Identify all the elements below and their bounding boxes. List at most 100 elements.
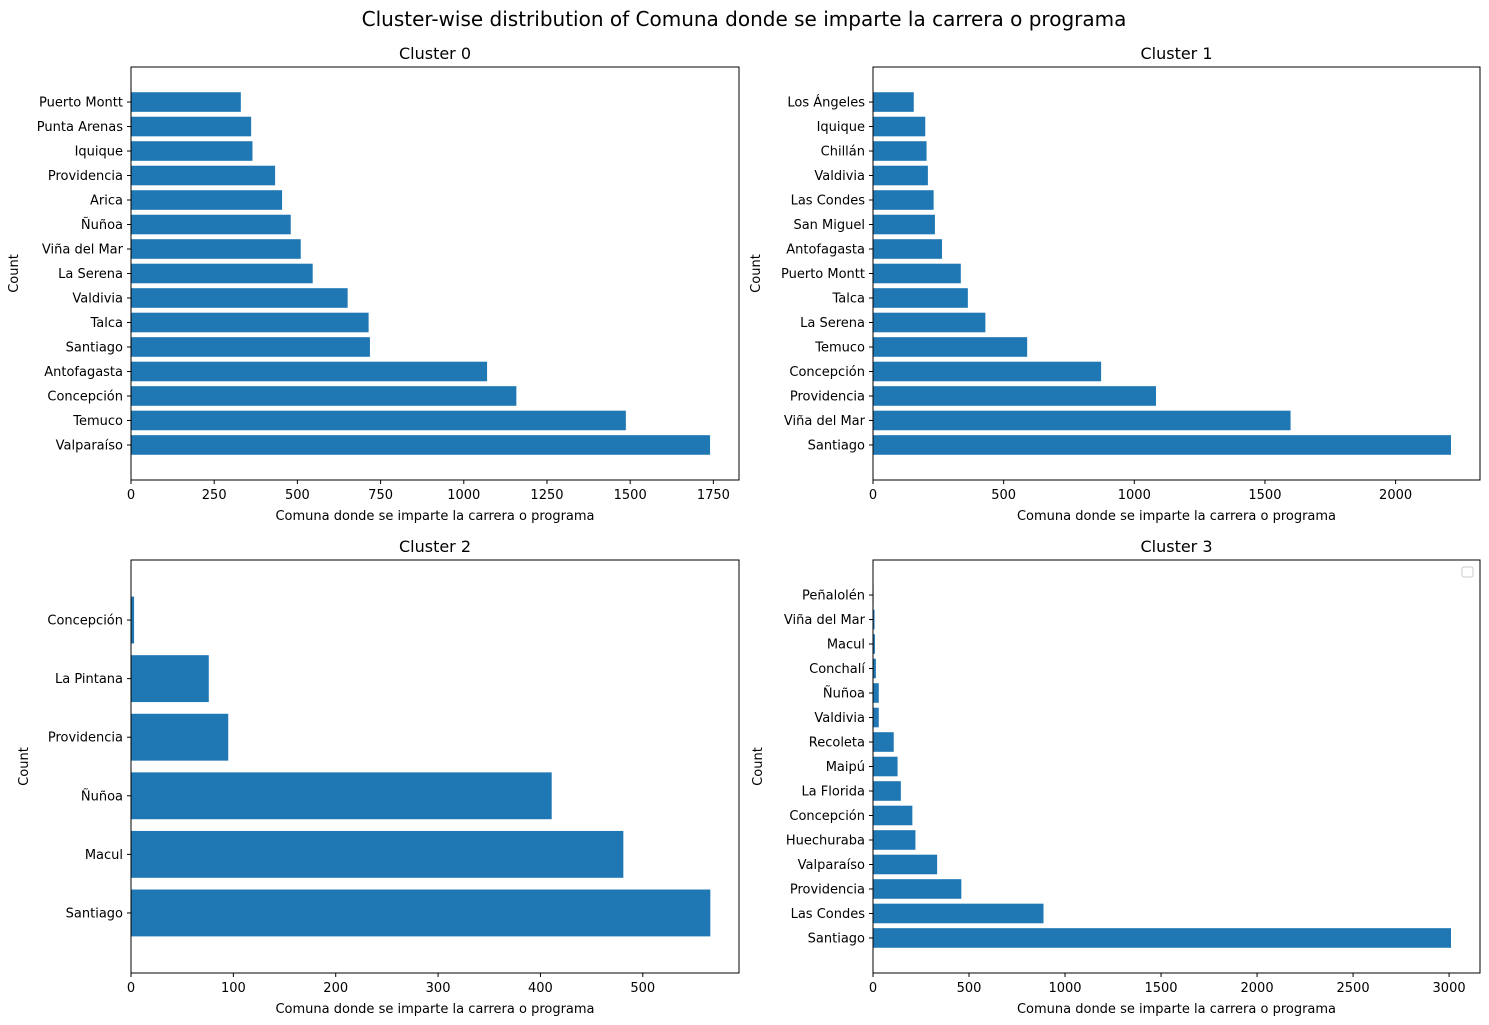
panel-1-frame <box>872 66 1481 481</box>
panel-3-xtick-label-3: 1500 <box>1144 981 1177 996</box>
panel-0-bar-3 <box>131 361 488 382</box>
panel-3-xtick-label-6: 3000 <box>1433 981 1466 996</box>
panel-0-bar-11 <box>131 165 276 186</box>
panel-1-xlabel: Comuna donde se imparte la carrera o pro… <box>1017 509 1336 524</box>
panel-3-bar-3 <box>873 854 938 875</box>
panel-3-bar-0 <box>873 928 1452 948</box>
panel-3-legend <box>1461 566 1474 578</box>
panel-2-bar-5 <box>131 596 135 644</box>
panel-2-xlabel: Comuna donde se imparte la carrera o pro… <box>275 1002 594 1017</box>
panel-3-ytick-label-14: Peñalolén <box>802 589 865 604</box>
panel-2-xtick-label-3: 300 <box>426 981 451 996</box>
panel-1-bar-5 <box>873 312 986 333</box>
panel-0-bar-5 <box>131 312 369 333</box>
panel-0-bar-8 <box>131 239 301 259</box>
panel-0-ytick-label-13: Punta Arenas <box>37 120 123 135</box>
panel-0-ytick-label-0: Valparaíso <box>56 438 123 453</box>
panel-2-title: Cluster 2 <box>399 537 471 556</box>
panel-0-bar-2 <box>131 386 517 406</box>
panel-3-ytick-label-1: Las Condes <box>791 907 866 922</box>
panel-0-bar-6 <box>131 288 348 308</box>
panel-1-bar-3 <box>873 361 1102 382</box>
panel-1-bar-11 <box>873 165 928 186</box>
panel-2-frame <box>130 559 740 974</box>
panel-0-xtick-label-0: 0 <box>127 488 135 503</box>
panel-1-ytick-label-7: Puerto Montt <box>781 267 865 282</box>
panel-1-bar-12 <box>873 141 927 161</box>
panel-0-bar-9 <box>131 214 291 235</box>
panel-0-bar-4 <box>131 337 370 357</box>
panel-0-ylabel: Count <box>7 254 22 293</box>
panel-0-ytick-label-9: Ñuñoa <box>81 217 123 233</box>
panel-2-ytick-label-0: Santiago <box>66 906 123 921</box>
panel-1-ytick-label-9: San Miguel <box>793 218 865 233</box>
panel-2-ytick-label-1: Macul <box>85 848 123 863</box>
panel-3-bar-8 <box>873 732 894 752</box>
panel-1-bar-14 <box>873 92 914 112</box>
panel-0-ytick-label-7: La Serena <box>58 267 123 282</box>
panel-3-xtick-label-1: 500 <box>957 981 982 996</box>
panel-2-xtick-label-1: 100 <box>221 981 246 996</box>
panel-0-ytick-label-11: Providencia <box>48 169 123 184</box>
panel-0-ytick-label-8: Viña del Mar <box>42 243 124 258</box>
panel-0-xtick-label-1: 250 <box>202 488 227 503</box>
panel-0-xlabel: Comuna donde se imparte la carrera o pro… <box>275 509 594 524</box>
panel-1-ytick-label-0: Santiago <box>808 438 865 453</box>
panel-2-ytick-label-3: Providencia <box>48 731 123 746</box>
panel-3-bar-13 <box>873 609 875 630</box>
panel-0-ytick-label-5: Talca <box>90 316 123 331</box>
panel-1-ytick-label-1: Viña del Mar <box>784 414 866 429</box>
panel-3-bar-7 <box>873 756 898 777</box>
panel-3-ytick-label-11: Conchalí <box>809 662 865 677</box>
panel-1-ytick-label-12: Chillán <box>821 145 865 160</box>
panel-3-ytick-label-4: Huechuraba <box>786 833 865 848</box>
panel-1-bar-1 <box>873 410 1291 431</box>
panel-3-xlabel: Comuna donde se imparte la carrera o pro… <box>1017 1002 1336 1017</box>
panel-1-xtick-label-4: 2000 <box>1379 488 1412 503</box>
panel-3-bar-6 <box>873 781 901 801</box>
panel-1-bar-7 <box>873 263 961 284</box>
panel-2-xtick-label-2: 200 <box>323 981 348 996</box>
panel-1-xtick-label-3: 1500 <box>1248 488 1281 503</box>
panel-3-title: Cluster 3 <box>1140 537 1212 556</box>
panel-1-bar-13 <box>873 116 926 137</box>
panel-2-ytick-label-4: La Pintana <box>55 672 123 687</box>
panel-2-ytick-label-5: Concepción <box>47 614 123 629</box>
panel-1-ytick-label-13: Iquique <box>817 120 865 135</box>
panel-0-xtick-label-6: 1500 <box>614 488 647 503</box>
panel-0-bar-12 <box>131 141 253 161</box>
panel-1-ytick-label-10: Las Condes <box>791 194 866 209</box>
panel-3-ytick-label-13: Viña del Mar <box>784 613 866 628</box>
panel-3-bar-11 <box>873 658 876 679</box>
panel-3-xtick-label-2: 1000 <box>1048 981 1081 996</box>
panel-3-ytick-label-9: Valdivia <box>814 711 865 726</box>
panel-1-ytick-label-11: Valdivia <box>814 169 865 184</box>
panel-1-xtick-label-2: 1000 <box>1118 488 1151 503</box>
panel-3-ytick-label-3: Valparaíso <box>798 858 865 873</box>
panel-1-bar-6 <box>873 288 968 308</box>
panel-1-bar-9 <box>873 214 935 235</box>
panel-3-xtick-label-5: 2500 <box>1337 981 1370 996</box>
panel-0-xtick-label-7: 1750 <box>697 488 730 503</box>
panel-2-bar-1 <box>131 830 624 878</box>
panel-0-bar-0 <box>131 435 711 455</box>
panel-0-ytick-label-6: Valdivia <box>72 291 123 306</box>
panel-3-bar-2 <box>873 879 962 899</box>
panel-2-ytick-label-2: Ñuñoa <box>81 788 123 804</box>
panel-3-bar-10 <box>873 683 879 703</box>
panel-0-ytick-label-2: Concepción <box>47 389 123 404</box>
panel-3-xtick-label-4: 2000 <box>1241 981 1274 996</box>
panel-1-xtick-label-0: 0 <box>869 488 877 503</box>
panel-1-xtick-label-1: 500 <box>991 488 1016 503</box>
panel-0-title: Cluster 0 <box>399 44 471 63</box>
panel-0-bar-14 <box>131 92 241 112</box>
panel-3-bar-4 <box>873 830 916 850</box>
panel-3-bar-1 <box>873 903 1044 924</box>
panel-0-xtick-label-3: 750 <box>368 488 393 503</box>
panel-0-ytick-label-4: Santiago <box>66 340 123 355</box>
panel-1-ytick-label-5: La Serena <box>800 316 865 331</box>
panel-0-frame <box>130 66 740 481</box>
panel-3-bar-9 <box>873 707 879 728</box>
figure-title: Cluster-wise distribution of Comuna dond… <box>362 7 1127 31</box>
